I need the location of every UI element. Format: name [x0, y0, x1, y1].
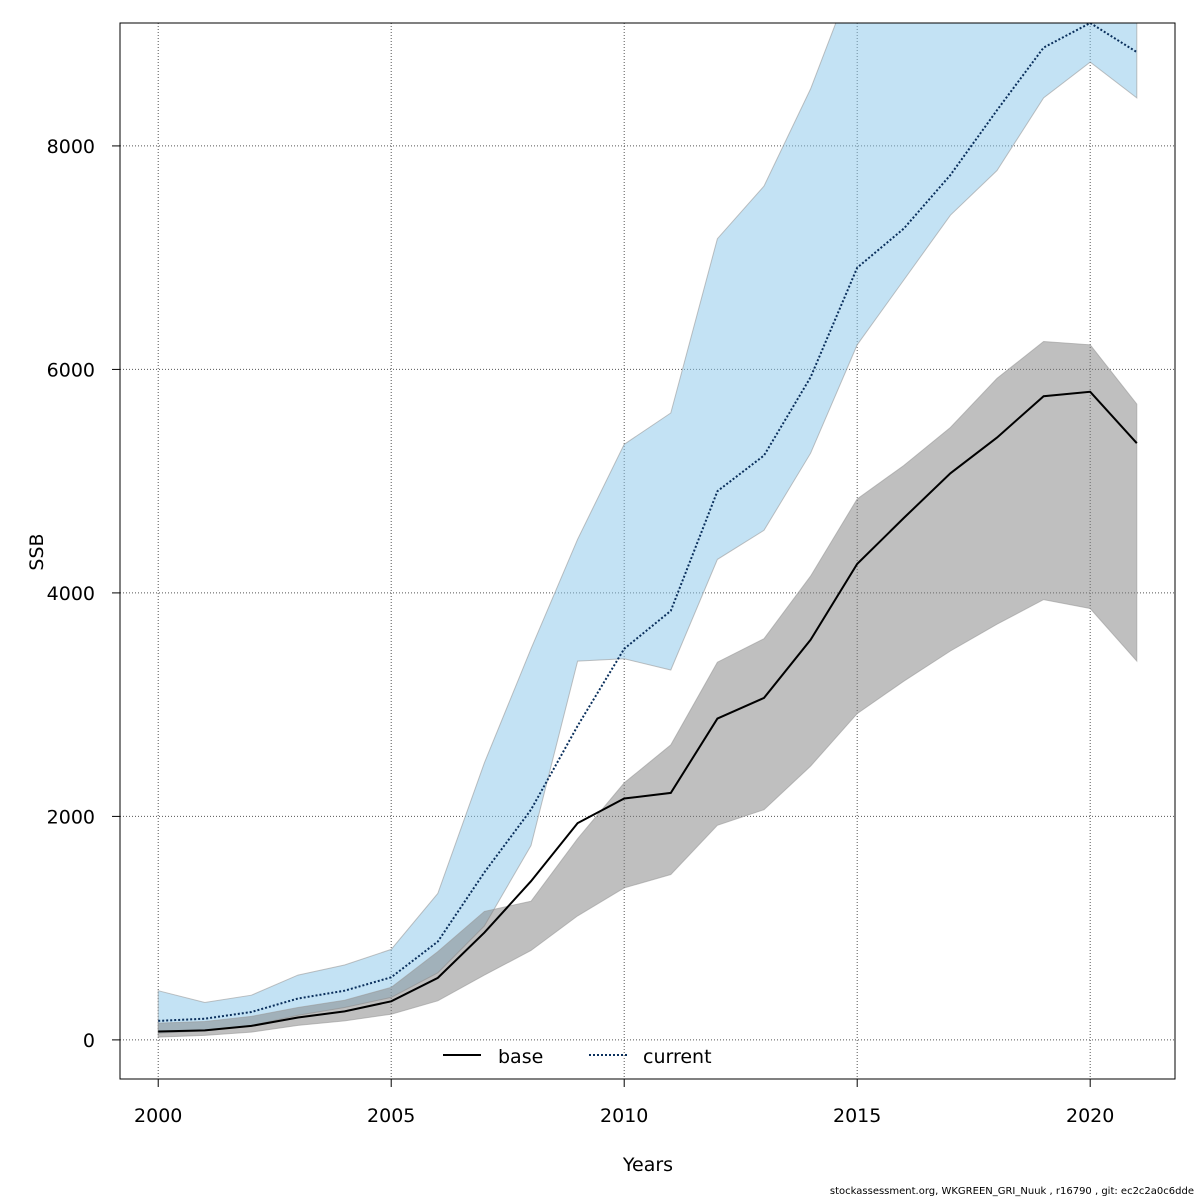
confidence-bands: [157, 23, 1138, 1038]
y-tick-label: 8000: [47, 136, 95, 158]
line-current: [158, 23, 1138, 1022]
axes: 2000 2005 2010 2015 2020 0 2000 4000 6000 8000: [47, 136, 1115, 1127]
x-tick-label: 2005: [367, 1105, 415, 1127]
y-tick-label: 2000: [47, 806, 95, 828]
x-tick-label: 2000: [134, 1105, 182, 1127]
x-tick-label: 2015: [833, 1105, 881, 1127]
y-tick-label: 0: [83, 1030, 95, 1052]
y-axis-title: SSB: [26, 533, 48, 570]
line-base: [158, 390, 1138, 1033]
series-lines: [158, 23, 1138, 1033]
y-tick-label: 6000: [47, 359, 95, 381]
plot-frame: [119, 22, 1176, 1080]
x-tick-label: 2010: [600, 1105, 648, 1127]
x-tick-label: 2020: [1066, 1105, 1114, 1127]
legend-label-current: current: [643, 1046, 712, 1068]
y-tick-label: 4000: [47, 583, 95, 605]
footer-credit: stockassessment.org, WKGREEN_GRI_Nuuk , …: [829, 1186, 1194, 1197]
band-base: [157, 340, 1138, 1038]
legend-label-base: base: [498, 1046, 543, 1068]
x-axis-title: Years: [622, 1154, 673, 1176]
legend: base current: [443, 1046, 712, 1068]
